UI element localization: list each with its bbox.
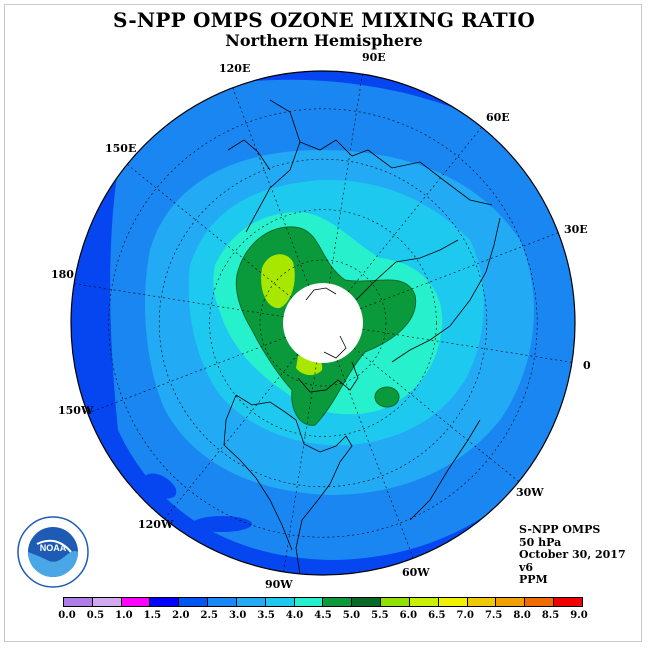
colorbar-tick-label: 8.0 bbox=[513, 610, 531, 621]
colorbar-swatch bbox=[265, 598, 295, 606]
colorbar-swatch bbox=[121, 598, 151, 606]
meridian-line bbox=[87, 337, 286, 414]
lon-label-0: 0 bbox=[583, 359, 591, 372]
colorbar-swatch bbox=[554, 598, 582, 606]
colorbar-tick-label: 3.5 bbox=[257, 610, 275, 621]
latitude-circle bbox=[209, 209, 437, 437]
map-subtitle: Northern Hemisphere bbox=[225, 31, 423, 50]
colorbar-swatch bbox=[323, 598, 353, 606]
colorbar bbox=[63, 597, 583, 607]
ozone-band-2-5-patch-low bbox=[192, 516, 252, 532]
colorbar-swatch bbox=[352, 598, 382, 606]
ozone-band-4-5-patch bbox=[374, 386, 400, 408]
colorbar-swatch bbox=[150, 598, 180, 606]
colorbar-swatch bbox=[381, 598, 410, 606]
noaa-logo: NOAA bbox=[17, 516, 89, 588]
colorbar-tick-label: 6.0 bbox=[399, 610, 418, 621]
meridian-line bbox=[126, 164, 293, 299]
polar-data-gap bbox=[283, 283, 363, 363]
colorbar-tick-label: 2.5 bbox=[200, 610, 218, 621]
info-level: 50 hPa bbox=[519, 535, 562, 549]
colorbar-tick-label: 3.0 bbox=[228, 610, 247, 621]
info-units: PPM bbox=[519, 573, 548, 586]
colorbar-tick-label: 5.0 bbox=[342, 610, 361, 621]
ozone-band-2-5-patch bbox=[143, 473, 177, 499]
colorbar-swatch bbox=[525, 598, 555, 606]
colorbar-tick-label: 5.5 bbox=[371, 610, 389, 621]
colorbar-tick-label: 4.5 bbox=[314, 610, 332, 621]
info-date: October 30, 2017 bbox=[519, 548, 626, 561]
lon-label-180: 180 bbox=[51, 268, 74, 281]
colorbar-tick-label: 1.0 bbox=[115, 610, 133, 621]
meridian-line bbox=[164, 353, 299, 520]
colorbar-tick-label: 1.5 bbox=[143, 610, 162, 621]
meridian-line bbox=[362, 328, 572, 363]
lon-label-90w: 90W bbox=[265, 578, 293, 591]
colorbar-swatch bbox=[409, 598, 439, 606]
ozone-band-5-5-a bbox=[261, 254, 295, 309]
meridian-line bbox=[337, 360, 414, 559]
map-outline bbox=[70, 70, 576, 576]
colorbar-tick-label: 2.0 bbox=[172, 610, 190, 621]
colorbar-swatch bbox=[64, 598, 93, 606]
colorbar-tick-label: 4.0 bbox=[285, 610, 304, 621]
lon-label-60e: 60E bbox=[486, 111, 510, 124]
lon-label-60w: 60W bbox=[402, 566, 430, 579]
colorbar-swatch bbox=[236, 598, 266, 606]
meridian-line bbox=[347, 126, 482, 293]
latitude-circle bbox=[259, 259, 387, 387]
colorbar-swatch bbox=[467, 598, 497, 606]
colorbar-tick-label: 6.5 bbox=[428, 610, 446, 621]
colorbar-swatch bbox=[438, 598, 468, 606]
info-version: v6 bbox=[519, 560, 534, 574]
lon-label-150e: 150E bbox=[105, 142, 137, 155]
meridian-line bbox=[360, 232, 559, 309]
image-frame bbox=[4, 4, 642, 642]
map-title: S-NPP OMPS OZONE MIXING RATIO bbox=[113, 8, 535, 32]
colorbar-tick-label: 0.5 bbox=[86, 610, 105, 621]
colorbar-tick-label: 9.0 bbox=[570, 610, 588, 621]
noaa-logo-text: NOAA bbox=[40, 543, 67, 553]
lon-label-30w: 30W bbox=[516, 486, 544, 499]
meridian-line bbox=[232, 87, 309, 286]
lon-label-30e: 30E bbox=[564, 223, 588, 236]
lon-label-90e: 90E bbox=[362, 51, 386, 64]
latitude-circle bbox=[158, 158, 488, 488]
colorbar-swatch bbox=[179, 598, 209, 606]
colorbar-tick-label: 8.5 bbox=[541, 610, 560, 621]
graticule bbox=[74, 74, 572, 572]
meridian-line bbox=[74, 283, 284, 318]
info-instrument: S-NPP OMPS bbox=[519, 523, 601, 536]
colorbar-swatch bbox=[294, 598, 324, 606]
meridian-line bbox=[353, 347, 520, 482]
colorbar-swatch bbox=[208, 598, 237, 606]
colorbar-swatch bbox=[92, 598, 122, 606]
coastlines bbox=[223, 99, 501, 575]
meridian-line bbox=[283, 362, 318, 572]
meridian-line bbox=[328, 74, 363, 284]
colorbar-tick-label: 0.0 bbox=[58, 610, 76, 621]
lon-label-150w: 150W bbox=[58, 404, 94, 417]
colorbar-tick-label: 7.0 bbox=[456, 610, 474, 621]
lon-label-120w: 120W bbox=[138, 518, 174, 531]
lon-label-120e: 120E bbox=[219, 62, 251, 75]
colorbar-tick-label: 7.5 bbox=[484, 610, 503, 621]
map-info-block: S-NPP OMPS 50 hPa October 30, 2017 v6 PP… bbox=[519, 523, 626, 587]
latitude-circle bbox=[108, 108, 538, 538]
colorbar-swatch bbox=[496, 598, 526, 606]
